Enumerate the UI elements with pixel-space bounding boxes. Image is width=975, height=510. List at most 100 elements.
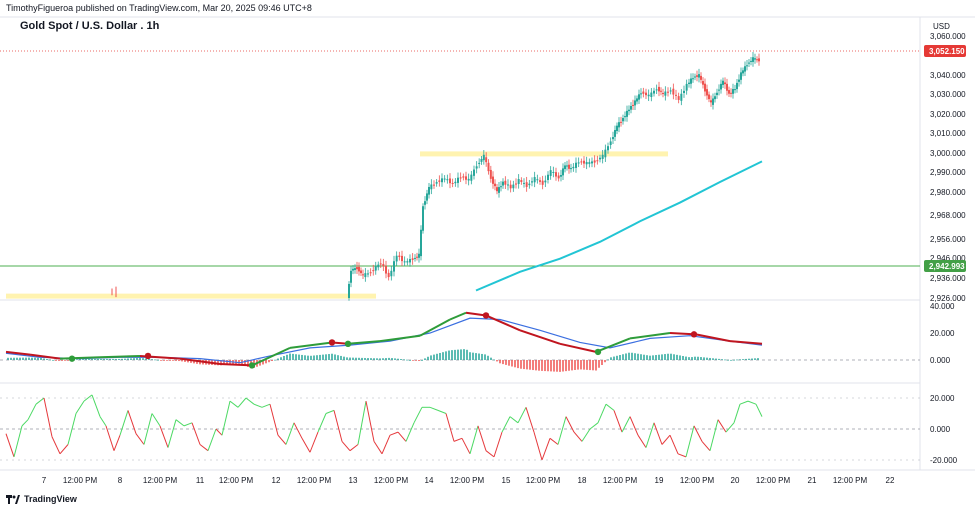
candle-body [720, 83, 722, 90]
macd-histogram-bar [412, 360, 414, 361]
candle-body [544, 180, 547, 183]
macd-histogram-bar [466, 349, 468, 360]
price-tick-label: 3,010.000 [930, 129, 966, 138]
osc-segment [301, 438, 311, 453]
macd-histogram-bar [247, 360, 249, 367]
macd-histogram-bar [304, 355, 306, 360]
macd-histogram-bar [538, 360, 540, 371]
candle-body [457, 177, 459, 183]
candle-body [572, 166, 575, 169]
time-tick-label: 11 [196, 476, 205, 485]
macd-histogram-bar [634, 353, 636, 360]
candle-body [710, 100, 712, 103]
price-tick-label: 3,060.000 [930, 32, 966, 41]
candle-body [591, 161, 593, 164]
candle-body [494, 183, 496, 187]
macd-cross-marker [690, 331, 698, 338]
macd-histogram-bar [97, 358, 99, 360]
macd-histogram-bar [448, 350, 450, 360]
macd-histogram-bar [91, 358, 93, 360]
candle-body [734, 89, 736, 91]
macd-histogram-bar [277, 358, 279, 360]
macd-histogram-bar [376, 358, 378, 360]
macd-histogram-bar [115, 358, 117, 360]
time-tick-label: 12:00 PM [756, 476, 791, 485]
tradingview-logo[interactable]: TradingView [6, 494, 77, 504]
candle-body [742, 70, 744, 74]
candle-body [698, 74, 700, 78]
ma-line [475, 160, 763, 292]
macd-histogram-bar [307, 355, 309, 360]
osc-segment [285, 422, 295, 445]
candle-body [487, 162, 490, 172]
price-tick-label: 3,040.000 [930, 71, 966, 80]
macd-histogram-bar [433, 354, 435, 360]
candle-body [449, 178, 451, 184]
macd-histogram-bar [124, 358, 126, 360]
osc-segment [747, 400, 757, 405]
candle-body [414, 257, 416, 259]
macd-histogram-bar [484, 354, 486, 360]
candle-body [694, 76, 696, 78]
price-tick-label: 3,030.000 [930, 90, 966, 99]
osc-segment [637, 434, 647, 448]
time-axis[interactable]: 7 12:00 PM 8 12:00 PM 11 12:00 PM 12 12:00 PM 13… [42, 476, 895, 485]
osc-segment [357, 401, 367, 445]
macd-histogram-bar [367, 358, 369, 360]
candle-body [379, 263, 382, 265]
candle-body [411, 258, 414, 260]
macd-histogram-bar [664, 354, 666, 360]
candle-body [372, 270, 375, 272]
macd-line-segment [347, 340, 381, 345]
macd-histogram-bar [181, 360, 183, 362]
osc-segment [35, 397, 45, 405]
macd-histogram-bar [514, 360, 516, 368]
candle-body [517, 179, 520, 185]
osc-segment [237, 397, 247, 408]
candle-body [664, 91, 667, 96]
macd-histogram-bar [106, 358, 108, 360]
candle-body [462, 176, 465, 178]
macd-histogram-bar [574, 360, 576, 370]
macd-histogram-bar [298, 354, 300, 360]
macd-line-segment [29, 353, 61, 360]
osc-segment [477, 425, 487, 451]
macd-histogram-bar [268, 360, 270, 363]
macd-line-segment [595, 337, 631, 353]
candle-body [714, 96, 716, 100]
price-axis[interactable]: 3,060.000 3,040.000 3,030.000 3,020.000 3,01… [924, 32, 966, 465]
macd-line-segment [289, 341, 333, 349]
macd-histogram-bar [187, 360, 189, 363]
osc-segment [437, 409, 447, 414]
candle-body [416, 256, 418, 258]
macd-histogram-bar [598, 360, 600, 368]
macd-histogram-bar [316, 355, 318, 360]
macd-line-segment [379, 334, 421, 343]
candle-body [593, 160, 596, 163]
candle-body [401, 255, 403, 262]
macd-histogram-bar [487, 355, 489, 360]
macd-histogram-bar [478, 353, 480, 360]
macd-histogram-bar [79, 358, 81, 360]
candle-body [528, 183, 531, 186]
candle-body [746, 65, 748, 67]
candle-body [609, 141, 612, 145]
currency-label[interactable]: USD [933, 22, 950, 31]
candle-body [377, 264, 380, 268]
zone-box [420, 151, 668, 157]
candle-body [533, 177, 536, 183]
macd-histogram-bar [394, 358, 396, 360]
time-tick-label: 7 [42, 476, 47, 485]
macd-histogram-bar [148, 358, 150, 360]
candle-body [509, 184, 512, 189]
supply-demand-zones [6, 151, 668, 299]
macd-histogram-bar [742, 359, 744, 360]
macd-histogram-bar [637, 353, 639, 360]
candle-body [662, 92, 664, 94]
macd-histogram-bar [586, 360, 588, 370]
osc-segment [27, 403, 37, 420]
macd-histogram-bar [361, 357, 363, 360]
macd-histogram-bar [493, 359, 495, 361]
macd-histogram-bar [505, 360, 507, 365]
